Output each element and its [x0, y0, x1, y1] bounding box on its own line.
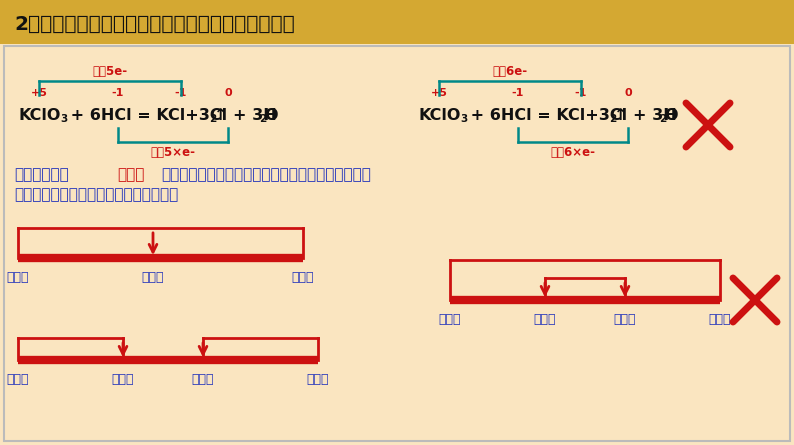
Text: 得到5e-: 得到5e- [92, 65, 128, 78]
Text: 2: 2 [209, 114, 216, 124]
Text: 3: 3 [460, 114, 467, 124]
Text: +5: +5 [30, 88, 48, 98]
Text: 2、用双向桥法表示下列反应中电子转移方向和数目: 2、用双向桥法表示下列反应中电子转移方向和数目 [14, 15, 295, 33]
Bar [4, 46, 790, 441]
Text: 中间价: 中间价 [142, 271, 164, 284]
Bar [0, 0, 794, 44]
Text: 2: 2 [259, 114, 266, 124]
Text: 最高价: 最高价 [709, 313, 731, 326]
Text: O: O [264, 108, 277, 122]
Text: ↑ + 3H: ↑ + 3H [214, 108, 277, 122]
Text: 最低价: 最低价 [439, 313, 461, 326]
Text: + 6HCl = KCl+3Cl: + 6HCl = KCl+3Cl [65, 108, 227, 122]
Text: 0: 0 [624, 88, 632, 98]
Text: 规律：同种元素的不同价态间发生氧化还原反应时，: 规律：同种元素的不同价态间发生氧化还原反应时， [161, 167, 371, 182]
Text: 0: 0 [224, 88, 232, 98]
Text: -1: -1 [112, 88, 124, 98]
Text: 中间价: 中间价 [534, 313, 557, 326]
Text: 失去5×e-: 失去5×e- [151, 146, 195, 159]
Text: 3: 3 [60, 114, 67, 124]
Text: + 6HCl = KCl+3Cl: + 6HCl = KCl+3Cl [465, 108, 627, 122]
Text: 最高价: 最高价 [291, 271, 314, 284]
Text: 最高价: 最高价 [306, 373, 330, 386]
Text: -1: -1 [575, 88, 588, 98]
Text: 2: 2 [609, 114, 616, 124]
Text: 最低价: 最低价 [7, 271, 29, 284]
Text: 中间价: 中间价 [112, 373, 134, 386]
Text: ↑ + 3H: ↑ + 3H [614, 108, 676, 122]
Text: 2: 2 [659, 114, 666, 124]
Text: 得到6e-: 得到6e- [492, 65, 527, 78]
Text: -1: -1 [512, 88, 524, 98]
Text: O: O [664, 108, 677, 122]
Text: 不交叉: 不交叉 [117, 167, 145, 182]
Text: KClO: KClO [418, 108, 461, 122]
Text: 最低价: 最低价 [7, 373, 29, 386]
Text: -1: -1 [175, 88, 187, 98]
Text: 中间价: 中间价 [191, 373, 214, 386]
Text: +5: +5 [430, 88, 448, 98]
Text: 中间价: 中间价 [614, 313, 636, 326]
Text: 【拓展】价态: 【拓展】价态 [14, 167, 69, 182]
Text: 高价态和低价态变成它们相邻的中间价态: 高价态和低价态变成它们相邻的中间价态 [14, 187, 178, 202]
Text: KClO: KClO [18, 108, 60, 122]
Text: 失去6×e-: 失去6×e- [550, 146, 596, 159]
